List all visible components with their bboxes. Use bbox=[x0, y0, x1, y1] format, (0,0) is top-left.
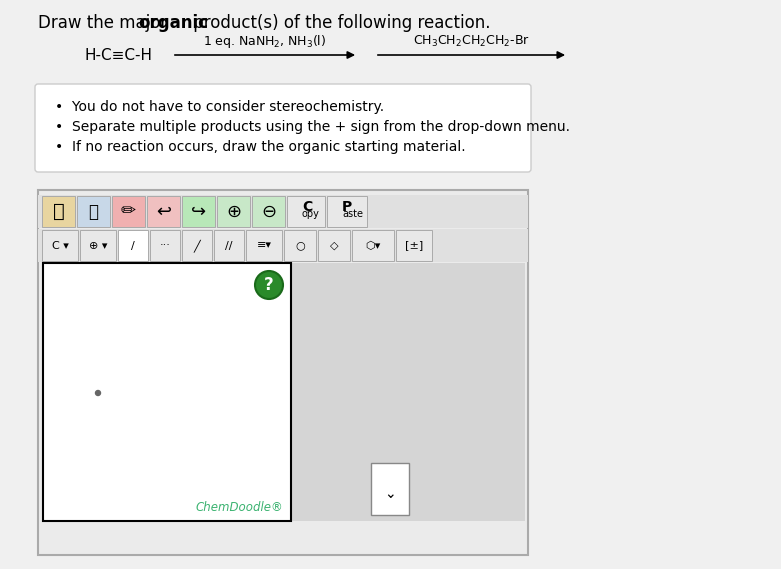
Bar bbox=[217, 196, 250, 227]
Text: ↩: ↩ bbox=[156, 203, 171, 221]
Bar bbox=[327, 196, 367, 227]
Bar bbox=[371, 463, 409, 515]
Text: H-C≡C-H: H-C≡C-H bbox=[84, 47, 152, 63]
Bar bbox=[150, 230, 180, 261]
Text: ✏: ✏ bbox=[121, 203, 136, 221]
Bar bbox=[77, 196, 110, 227]
Text: opy: opy bbox=[302, 209, 320, 219]
Bar bbox=[42, 230, 78, 261]
Text: [±]: [±] bbox=[405, 241, 423, 250]
Text: ⊕: ⊕ bbox=[226, 203, 241, 221]
Text: C: C bbox=[302, 200, 312, 214]
Circle shape bbox=[95, 390, 101, 395]
Text: organic: organic bbox=[138, 14, 209, 32]
Bar bbox=[118, 230, 148, 261]
Text: ⌄: ⌄ bbox=[384, 487, 396, 501]
Text: ChemDoodle®: ChemDoodle® bbox=[195, 501, 283, 514]
Text: ⊕ ▾: ⊕ ▾ bbox=[89, 241, 107, 250]
Bar bbox=[38, 190, 528, 555]
Bar bbox=[214, 230, 244, 261]
Text: Draw the major: Draw the major bbox=[38, 14, 173, 32]
Bar bbox=[182, 196, 215, 227]
Bar bbox=[38, 229, 528, 262]
Text: •  You do not have to consider stereochemistry.: • You do not have to consider stereochem… bbox=[55, 100, 384, 114]
Bar bbox=[246, 230, 282, 261]
Text: •  Separate multiple products using the + sign from the drop-down menu.: • Separate multiple products using the +… bbox=[55, 120, 570, 134]
Text: ···: ··· bbox=[159, 241, 170, 250]
Bar bbox=[43, 263, 291, 521]
Text: ↪: ↪ bbox=[191, 203, 206, 221]
Text: ⬡▾: ⬡▾ bbox=[366, 241, 380, 250]
FancyBboxPatch shape bbox=[35, 84, 531, 172]
Text: ╱: ╱ bbox=[194, 239, 201, 252]
Text: P: P bbox=[342, 200, 352, 214]
Bar bbox=[147, 196, 180, 227]
Text: ✋: ✋ bbox=[52, 202, 64, 221]
Text: product(s) of the following reaction.: product(s) of the following reaction. bbox=[187, 14, 490, 32]
Bar bbox=[352, 230, 394, 261]
Text: •  If no reaction occurs, draw the organic starting material.: • If no reaction occurs, draw the organi… bbox=[55, 140, 465, 154]
Text: 🧪: 🧪 bbox=[88, 203, 98, 221]
Bar bbox=[292, 263, 525, 521]
Text: ○: ○ bbox=[295, 241, 305, 250]
Text: ?: ? bbox=[264, 276, 274, 294]
Bar bbox=[396, 230, 432, 261]
Text: /: / bbox=[131, 241, 135, 250]
Text: C ▾: C ▾ bbox=[52, 241, 69, 250]
Text: ◇: ◇ bbox=[330, 241, 338, 250]
Bar bbox=[318, 230, 350, 261]
Text: ≡▾: ≡▾ bbox=[256, 241, 272, 250]
Circle shape bbox=[255, 271, 283, 299]
Bar bbox=[287, 196, 325, 227]
Bar bbox=[38, 195, 528, 228]
Text: 1 eq. NaNH$_2$, NH$_3$(l): 1 eq. NaNH$_2$, NH$_3$(l) bbox=[203, 32, 326, 50]
Bar bbox=[112, 196, 145, 227]
Text: CH$_3$CH$_2$CH$_2$CH$_2$-Br: CH$_3$CH$_2$CH$_2$CH$_2$-Br bbox=[413, 34, 530, 48]
Bar bbox=[252, 196, 285, 227]
Bar bbox=[284, 230, 316, 261]
Text: ⊖: ⊖ bbox=[261, 203, 276, 221]
Text: aste: aste bbox=[342, 209, 363, 219]
Bar bbox=[42, 196, 75, 227]
Bar bbox=[182, 230, 212, 261]
Text: //: // bbox=[225, 241, 233, 250]
Bar bbox=[80, 230, 116, 261]
